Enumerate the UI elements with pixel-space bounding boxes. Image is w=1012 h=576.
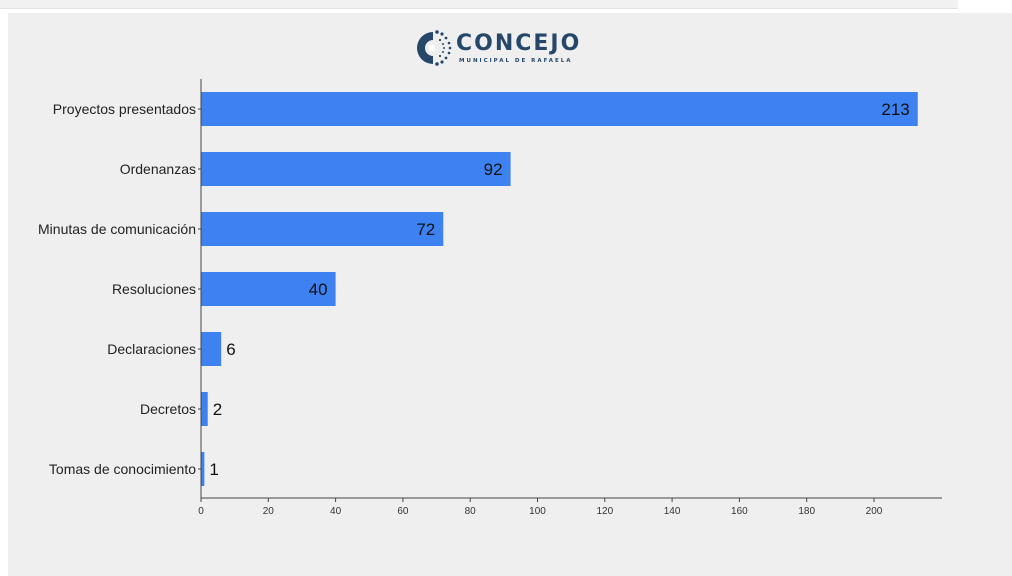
chart-panel: CONCEJO MUNICIPAL DE RAFAELA Proyectos p… — [8, 13, 1012, 576]
top-strip — [0, 0, 958, 9]
data-label-4: 6 — [226, 340, 235, 359]
data-label-1: 92 — [484, 160, 503, 179]
x-tick-label-5: 100 — [529, 506, 546, 517]
logo-name: CONCEJO — [456, 31, 582, 56]
bar-6 — [201, 452, 205, 486]
logo-subtitle: MUNICIPAL DE RAFAELA — [459, 58, 573, 64]
data-label-0: 213 — [881, 100, 909, 119]
data-label-5: 2 — [213, 400, 222, 419]
data-label-6: 1 — [209, 460, 218, 479]
bar-3 — [201, 272, 336, 306]
bar-2 — [201, 212, 444, 246]
data-labels-group: 213 92 72 40 6 2 1 — [209, 100, 909, 479]
x-tick-label-4: 80 — [465, 506, 477, 517]
concejo-logo-icon — [417, 30, 452, 66]
category-label-5: Decretos — [140, 401, 196, 417]
x-tick-label-0: 0 — [198, 506, 204, 517]
x-ticks-group: 0 20 40 60 80 100 120 140 160 180 200 — [198, 498, 883, 517]
x-tick-label-3: 60 — [397, 506, 409, 517]
x-tick-label-6: 120 — [596, 506, 613, 517]
bar-1 — [201, 152, 511, 186]
category-label-4: Declaraciones — [107, 341, 196, 357]
category-label-2: Minutas de comunicación — [38, 221, 196, 237]
data-label-2: 72 — [416, 220, 435, 239]
bar-0 — [201, 92, 918, 126]
x-tick-label-2: 40 — [330, 506, 342, 517]
x-tick-label-7: 140 — [664, 506, 681, 517]
category-label-3: Resoluciones — [112, 281, 196, 297]
category-label-0: Proyectos presentados — [53, 101, 196, 117]
x-tick-label-9: 180 — [798, 506, 815, 517]
x-tick-label-10: 200 — [866, 506, 883, 517]
concejo-logo: CONCEJO MUNICIPAL DE RAFAELA — [406, 23, 596, 73]
x-tick-label-1: 20 — [263, 506, 275, 517]
category-label-1: Ordenanzas — [120, 161, 196, 177]
data-label-3: 40 — [309, 280, 328, 299]
bar-4 — [201, 332, 222, 366]
bar-5 — [201, 392, 208, 426]
bars-group — [201, 92, 918, 486]
category-labels-group: Proyectos presentados Ordenanzas Minutas d… — [38, 101, 201, 477]
category-label-6: Tomas de conocimiento — [49, 461, 196, 477]
bar-chart: Proyectos presentados Ordenanzas Minutas d… — [38, 79, 942, 517]
x-tick-label-8: 160 — [731, 506, 748, 517]
